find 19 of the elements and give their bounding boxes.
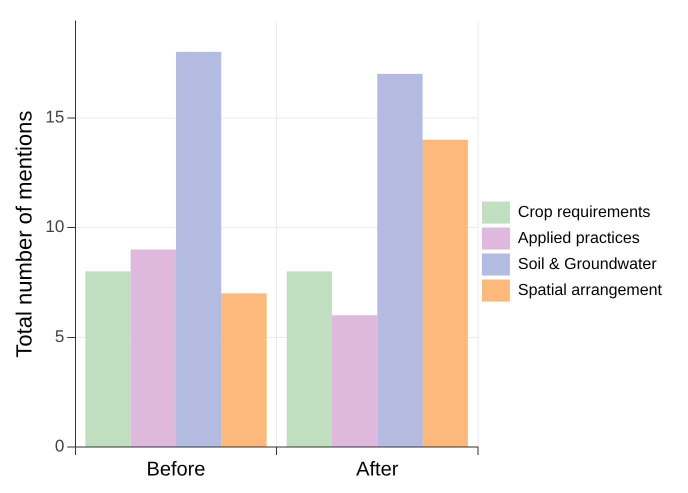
bar	[286, 271, 332, 446]
bar	[377, 74, 423, 446]
bar	[176, 52, 222, 446]
bar	[332, 315, 378, 446]
bar	[422, 140, 468, 446]
legend-label: Applied practices	[518, 230, 640, 247]
legend-label: Spatial arrangement	[518, 282, 663, 299]
legend-label: Crop requirements	[518, 204, 650, 221]
y-tick-label: 15	[45, 107, 64, 126]
legend-label: Soil & Groundwater	[518, 256, 658, 273]
y-tick-label: 5	[54, 326, 64, 346]
x-tick-label: Before	[146, 458, 206, 481]
bar	[221, 293, 267, 446]
x-tick-label: After	[356, 458, 399, 481]
bar	[130, 249, 176, 446]
y-tick-label: 10	[45, 217, 64, 236]
y-axis-title: Total number of mentions	[11, 110, 36, 358]
y-tick-label: 0	[54, 436, 64, 456]
bar	[85, 271, 131, 446]
